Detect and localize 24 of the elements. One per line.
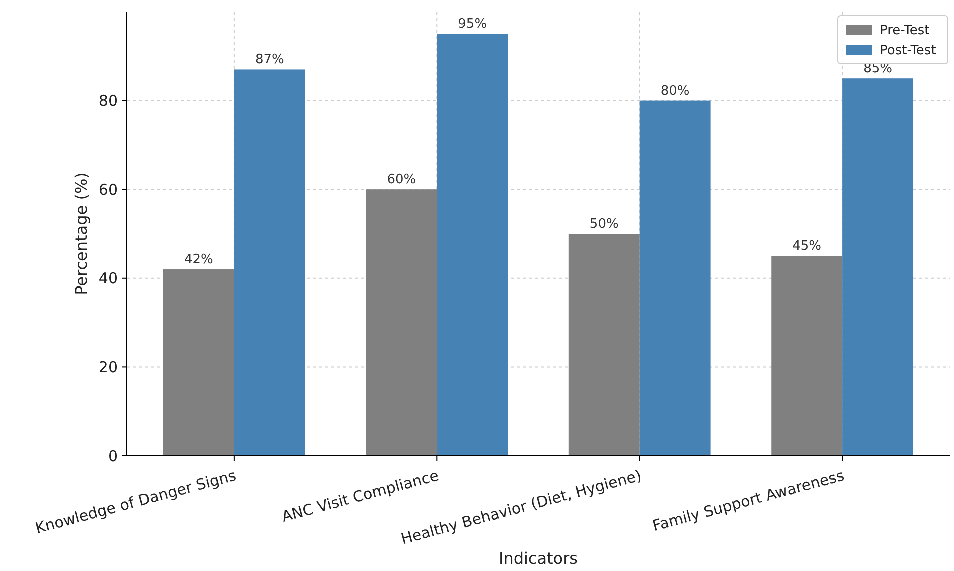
legend-label: Post-Test [880, 44, 936, 59]
y-tick-label: 0 [108, 447, 118, 466]
data-label: 87% [255, 52, 284, 68]
y-tick-label: 80 [98, 92, 118, 110]
y-tick-label: 20 [98, 358, 118, 376]
bar [568, 234, 640, 456]
data-label: 80% [660, 84, 690, 99]
y-tick-label: 60 [98, 180, 118, 199]
y-axis-title: Percentage (%) [72, 172, 91, 296]
bar [234, 70, 306, 456]
bar [842, 78, 914, 456]
data-label: 45% [792, 239, 822, 254]
y-tick-label: 40 [98, 270, 118, 288]
bar [437, 34, 508, 456]
bar [163, 270, 234, 456]
x-axis-title: Indicators [498, 549, 578, 568]
data-label: 60% [387, 172, 416, 188]
data-label: 42% [184, 252, 214, 268]
bar [640, 100, 711, 456]
bar [772, 256, 843, 456]
legend-label: Pre-Test [880, 24, 930, 39]
data-label: 50% [590, 217, 619, 232]
bar [366, 190, 438, 456]
data-label: 95% [458, 17, 488, 32]
